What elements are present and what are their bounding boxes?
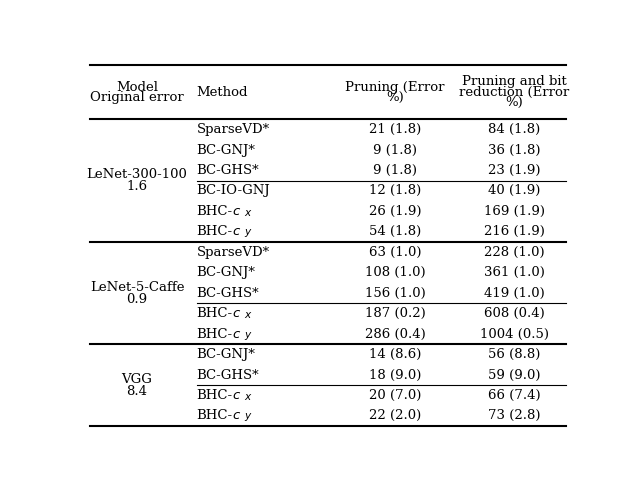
Text: $x$: $x$ (244, 392, 253, 402)
Text: BHC-: BHC- (196, 327, 233, 341)
Text: $c$: $c$ (232, 327, 241, 341)
Text: $x$: $x$ (244, 208, 253, 218)
Text: $x$: $x$ (244, 310, 253, 320)
Text: BC-GNJ*: BC-GNJ* (196, 266, 255, 279)
Text: VGG: VGG (122, 373, 152, 386)
Text: 18 (9.0): 18 (9.0) (369, 369, 421, 382)
Text: BC-GNJ*: BC-GNJ* (196, 348, 255, 361)
Text: 12 (1.8): 12 (1.8) (369, 185, 421, 198)
Text: BHC-: BHC- (196, 389, 233, 402)
Text: Pruning (Error: Pruning (Error (345, 81, 445, 94)
Text: Pruning and bit: Pruning and bit (461, 75, 566, 88)
Text: 228 (1.0): 228 (1.0) (484, 246, 544, 259)
Text: $c$: $c$ (232, 389, 241, 402)
Text: BHC-: BHC- (196, 410, 233, 423)
Text: SparseVD*: SparseVD* (196, 246, 269, 259)
Text: BC-GHS*: BC-GHS* (196, 287, 259, 299)
Text: BHC-: BHC- (196, 307, 233, 320)
Text: 286 (0.4): 286 (0.4) (365, 327, 426, 341)
Text: 608 (0.4): 608 (0.4) (484, 307, 545, 320)
Text: $y$: $y$ (244, 227, 253, 239)
Text: 40 (1.9): 40 (1.9) (488, 185, 540, 198)
Text: 84 (1.8): 84 (1.8) (488, 123, 540, 136)
Text: $c$: $c$ (232, 205, 241, 218)
Text: 54 (1.8): 54 (1.8) (369, 226, 421, 238)
Text: 26 (1.9): 26 (1.9) (369, 205, 421, 218)
Text: Model: Model (116, 81, 158, 94)
Text: BHC-: BHC- (196, 226, 233, 238)
Text: $y$: $y$ (244, 412, 253, 424)
Text: 36 (1.8): 36 (1.8) (488, 143, 540, 156)
Text: reduction (Error: reduction (Error (459, 86, 569, 99)
Text: LeNet-5-Caffe: LeNet-5-Caffe (90, 281, 184, 294)
Text: 66 (7.4): 66 (7.4) (488, 389, 540, 402)
Text: 21 (1.8): 21 (1.8) (369, 123, 421, 136)
Text: BC-GHS*: BC-GHS* (196, 369, 259, 382)
Text: 1004 (0.5): 1004 (0.5) (479, 327, 548, 341)
Text: $c$: $c$ (232, 307, 241, 320)
Text: 63 (1.0): 63 (1.0) (369, 246, 421, 259)
Text: %): %) (386, 91, 404, 104)
Text: $y$: $y$ (244, 329, 253, 341)
Text: BC-IO-GNJ: BC-IO-GNJ (196, 185, 270, 198)
Text: 169 (1.9): 169 (1.9) (483, 205, 545, 218)
Text: BC-GHS*: BC-GHS* (196, 164, 259, 177)
Text: 108 (1.0): 108 (1.0) (365, 266, 425, 279)
Text: 1.6: 1.6 (127, 180, 148, 193)
Text: BHC-: BHC- (196, 205, 233, 218)
Text: %): %) (505, 96, 523, 109)
Text: 9 (1.8): 9 (1.8) (373, 164, 417, 177)
Text: 59 (9.0): 59 (9.0) (488, 369, 540, 382)
Text: LeNet-300-100: LeNet-300-100 (86, 168, 188, 181)
Text: $c$: $c$ (232, 226, 241, 238)
Text: SparseVD*: SparseVD* (196, 123, 269, 136)
Text: 9 (1.8): 9 (1.8) (373, 143, 417, 156)
Text: 156 (1.0): 156 (1.0) (365, 287, 426, 299)
Text: 20 (7.0): 20 (7.0) (369, 389, 421, 402)
Text: 187 (0.2): 187 (0.2) (365, 307, 426, 320)
Text: 23 (1.9): 23 (1.9) (488, 164, 540, 177)
Text: Original error: Original error (90, 91, 184, 104)
Text: 73 (2.8): 73 (2.8) (488, 410, 540, 423)
Text: $c$: $c$ (232, 410, 241, 423)
Text: Method: Method (196, 86, 248, 99)
Text: 14 (8.6): 14 (8.6) (369, 348, 421, 361)
Text: 216 (1.9): 216 (1.9) (484, 226, 545, 238)
Text: 0.9: 0.9 (127, 293, 148, 306)
Text: 8.4: 8.4 (127, 384, 148, 398)
Text: 22 (2.0): 22 (2.0) (369, 410, 421, 423)
Text: 419 (1.0): 419 (1.0) (484, 287, 545, 299)
Text: 361 (1.0): 361 (1.0) (484, 266, 545, 279)
Text: BC-GNJ*: BC-GNJ* (196, 143, 255, 156)
Text: 56 (8.8): 56 (8.8) (488, 348, 540, 361)
